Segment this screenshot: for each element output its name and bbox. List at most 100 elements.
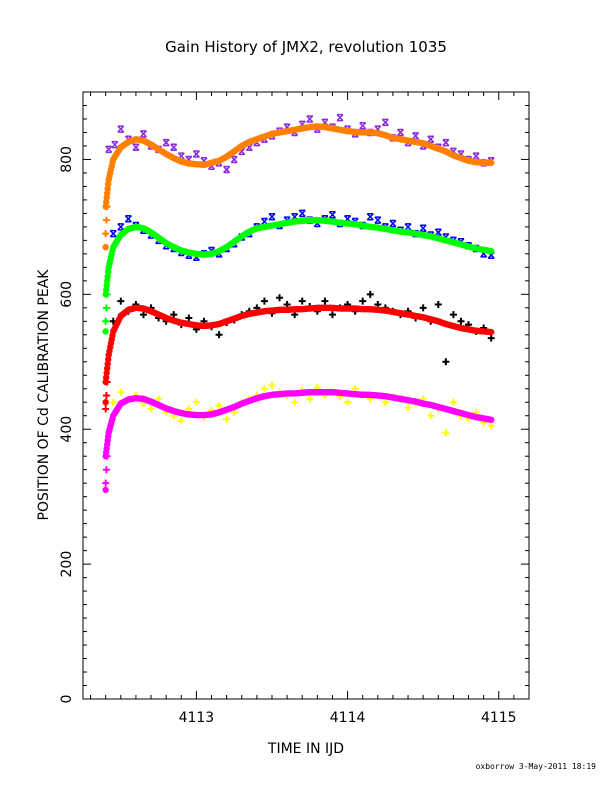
data-point [260,385,268,393]
data-point [442,138,450,147]
data-point [230,155,238,164]
data-point [200,157,208,165]
data-point [185,314,193,322]
data-point [223,415,231,423]
data-point [427,412,435,420]
data-point [298,209,306,218]
data-point [427,135,435,143]
fit-point [488,328,495,336]
fit-rise-point [102,230,110,238]
x-tick-label: 4113 [179,710,215,726]
early-point [102,328,109,335]
fit-rise-point [102,405,110,413]
data-point [291,213,299,221]
data-point [306,115,314,123]
data-point [366,213,374,221]
data-point [207,162,216,170]
data-point [487,334,495,342]
x-axis-label: TIME IN IJD [267,741,344,757]
data-point [412,132,420,140]
data-point [147,405,155,413]
data-point [404,223,412,231]
data-point [260,297,268,305]
data-point [268,213,276,221]
data-point [321,118,329,127]
data-point [328,311,336,319]
early-point [102,243,109,251]
data-point [105,145,113,154]
data-point [298,120,306,129]
early-point [102,486,109,494]
data-point [480,250,488,258]
fit-rise-point [102,466,110,474]
fit-point [488,416,495,423]
x-tick-label: 4114 [330,710,366,726]
data-point [374,125,382,133]
data-point [472,152,480,160]
data-point [313,219,321,228]
data-point [238,147,246,156]
data-point [442,429,450,437]
data-point [132,143,140,152]
data-point [389,219,397,228]
fit-rise-point [103,290,111,298]
data-point [442,358,450,366]
fit-rise-point [102,392,110,399]
data-point [359,297,367,305]
data-point [192,398,200,406]
chart-title: Gain History of JMX2, revolution 1035 [165,38,447,56]
fit-point [488,159,495,167]
data-point [321,297,329,305]
data-point [177,152,185,160]
data-point [449,147,457,156]
data-point [109,229,117,238]
data-point [215,331,223,339]
data-point [419,304,427,312]
data-point [162,138,170,147]
y-axis-label: POSITION OF Cd CALIBRATION PEAK [36,269,52,521]
data-point [109,398,117,406]
data-point [276,294,284,302]
data-point [139,130,148,138]
data-point [215,402,223,410]
data-point [359,121,367,130]
data-point [223,165,231,174]
data-point [434,300,442,308]
fit-point [488,247,495,255]
fit-rise-point [103,378,111,386]
data-point [117,388,125,396]
data-point [449,398,457,406]
data-point [487,422,495,430]
data-point [155,395,163,403]
data-point [298,297,306,305]
data-point [404,404,412,412]
data-point [192,150,200,158]
fit-rise-point [102,479,110,487]
data-point [449,311,457,319]
y-tick-label: 400 [59,416,75,443]
data-point [117,297,125,305]
data-point [336,113,344,122]
data-point [457,150,465,158]
data-marks [102,113,495,494]
data-point [177,417,185,425]
data-point [487,251,495,259]
data-point [111,140,119,149]
early-point [102,399,109,406]
data-point [419,224,427,232]
data-point [185,155,193,164]
data-point [139,311,147,319]
footer-stamp: oxborrow 3-May-2011 18:19 [476,762,597,771]
data-point [117,223,125,231]
y-tick-label: 600 [59,281,75,308]
data-point [283,123,291,131]
data-point [260,217,268,226]
fit-rise-point [102,216,110,224]
data-point [344,398,352,406]
data-point [328,210,336,219]
data-point [381,398,389,406]
plot-frame [82,91,530,700]
data-point [245,143,253,152]
data-point [192,253,200,261]
